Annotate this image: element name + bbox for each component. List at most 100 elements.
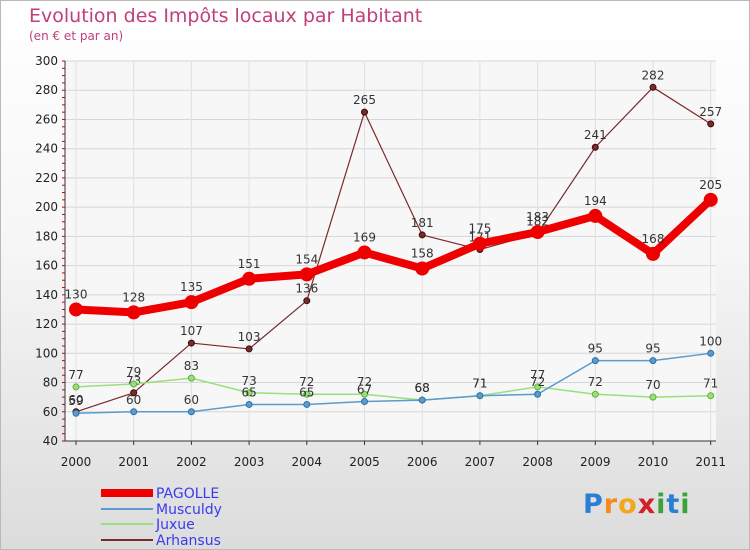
y-tick-label: 40	[43, 434, 58, 448]
series-line	[75, 352, 711, 414]
data-point	[130, 408, 138, 416]
data-point	[707, 349, 715, 357]
x-tick-label: 2011	[695, 455, 726, 469]
data-label: 151	[238, 257, 261, 271]
data-label: 136	[295, 282, 318, 296]
data-label: 158	[411, 247, 434, 261]
data-point	[130, 389, 138, 397]
data-point	[649, 357, 657, 365]
legend-label-arhansus: Arhansus	[156, 533, 221, 549]
data-label: 72	[299, 375, 314, 389]
data-label: 103	[238, 330, 261, 344]
data-label: 72	[588, 375, 603, 389]
x-tick-label: 2004	[292, 455, 323, 469]
data-point	[72, 409, 80, 417]
series-line	[75, 196, 714, 317]
data-point	[649, 393, 657, 401]
data-point	[245, 389, 253, 397]
data-point	[72, 383, 80, 391]
data-label: 154	[295, 252, 318, 266]
data-label: 60	[68, 393, 83, 407]
data-point	[130, 380, 138, 388]
data-label: 130	[65, 287, 88, 301]
data-point	[588, 208, 603, 223]
data-point	[184, 295, 199, 310]
y-tick-label: 160	[35, 259, 58, 273]
logo-letter: x	[637, 489, 657, 520]
data-label: 67	[357, 383, 372, 397]
data-point	[646, 246, 660, 261]
data-point	[69, 302, 83, 317]
data-point	[418, 231, 426, 239]
data-label: 128	[122, 290, 145, 304]
data-label: 72	[357, 375, 372, 389]
y-tick-label: 220	[35, 171, 58, 185]
data-point	[415, 261, 430, 276]
logo-letter: t	[666, 489, 681, 520]
data-point	[299, 267, 314, 282]
y-tick-label: 300	[35, 54, 58, 68]
x-tick-label: 2003	[234, 455, 265, 469]
y-tick-label: 240	[35, 142, 58, 156]
logo-letter: i	[656, 489, 667, 520]
data-point	[530, 225, 545, 239]
series-pagolle: 130 128 135 151 154 169 158 175 183 194 168 205	[65, 178, 722, 320]
data-label: 107	[180, 324, 203, 338]
data-label: 65	[299, 385, 314, 399]
data-point	[303, 390, 311, 398]
data-label: 65	[241, 385, 256, 399]
legend-label-juxue: Juxue	[155, 517, 195, 533]
data-label: 72	[530, 375, 545, 389]
data-point	[242, 271, 257, 286]
data-point	[187, 339, 195, 347]
proxiti-logo: Proxiti	[583, 489, 691, 520]
data-label: 77	[68, 368, 83, 382]
chart-subtitle: (en € et par an)	[29, 29, 124, 43]
data-point	[476, 392, 484, 400]
y-tick-label: 280	[35, 83, 58, 97]
data-point	[591, 143, 599, 151]
series-line	[75, 86, 712, 413]
x-tick-label: 2006	[407, 455, 438, 469]
data-point	[649, 83, 657, 91]
logo-letter: P	[583, 489, 604, 520]
y-tick-label: 120	[35, 317, 58, 331]
y-tick-label: 100	[35, 346, 58, 360]
chart-title: Evolution des Impôts locaux par Habitant	[29, 5, 423, 27]
data-point	[361, 390, 368, 398]
data-point	[361, 108, 368, 116]
series-line	[75, 377, 711, 401]
x-tick-label: 2010	[638, 455, 669, 469]
data-point	[591, 390, 599, 398]
data-point	[303, 400, 311, 408]
data-label: 60	[184, 393, 199, 407]
data-point	[472, 236, 487, 251]
y-tick-label: 180	[35, 229, 58, 243]
data-point	[418, 396, 426, 404]
data-label: 100	[699, 334, 722, 348]
data-point	[187, 374, 195, 382]
data-label: 71	[472, 377, 487, 391]
data-label: 73	[241, 374, 256, 388]
data-label: 169	[353, 230, 376, 244]
data-label: 68	[415, 381, 430, 395]
y-tick-label: 80	[43, 376, 58, 390]
data-label: 194	[584, 194, 607, 208]
data-point	[245, 400, 253, 408]
data-point	[707, 120, 715, 128]
data-label: 135	[180, 280, 203, 294]
y-tick-label: 200	[35, 200, 58, 214]
data-point	[534, 390, 542, 398]
data-point	[707, 392, 715, 400]
data-label: 71	[472, 377, 487, 391]
data-label: 205	[699, 178, 722, 192]
data-point	[357, 245, 372, 260]
data-label: 282	[642, 68, 665, 82]
data-label: 71	[703, 377, 718, 391]
x-tick-label: 2008	[522, 455, 553, 469]
plot-area	[65, 61, 716, 441]
x-tick-label: 2009	[580, 455, 611, 469]
